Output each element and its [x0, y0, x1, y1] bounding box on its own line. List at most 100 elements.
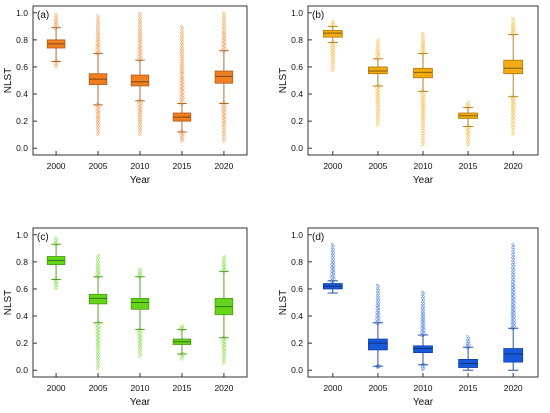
- iqr-box: [368, 66, 388, 75]
- outlier-point: [511, 20, 514, 23]
- outlier-point: [139, 13, 142, 16]
- outlier-point: [138, 14, 141, 18]
- outlier-point: [181, 26, 184, 30]
- outlier-point: [466, 338, 469, 342]
- panel-label: (c): [37, 232, 49, 243]
- y-tick-label: 0.2: [16, 116, 28, 126]
- outlier-point: [467, 100, 470, 104]
- outlier-point: [512, 128, 516, 131]
- outlier-point: [139, 128, 142, 131]
- outlier-point: [96, 364, 99, 367]
- outlier-point: [181, 36, 184, 40]
- outlier-point: [180, 25, 183, 28]
- x-tick-label: 2015: [459, 383, 478, 393]
- box-2015: [458, 100, 478, 147]
- outlier-point: [332, 247, 335, 251]
- outlier-point: [330, 249, 334, 253]
- box-2000: [46, 12, 66, 69]
- outlier-point: [421, 144, 424, 147]
- outlier-point: [138, 130, 141, 133]
- box-2015: [458, 335, 478, 371]
- outlier-point: [96, 17, 99, 21]
- outlier-point: [512, 254, 516, 258]
- outlier-point: [96, 14, 99, 17]
- outlier-point: [181, 30, 184, 33]
- outlier-point: [97, 257, 100, 260]
- outlier-point: [138, 355, 141, 358]
- outlier-point: [138, 268, 141, 272]
- outlier-point: [97, 362, 100, 366]
- outlier-point: [511, 243, 514, 246]
- iqr-box: [130, 298, 150, 310]
- outlier-point: [180, 140, 183, 143]
- outlier-point: [223, 360, 226, 363]
- y-tick-label: 0.0: [16, 365, 28, 375]
- outlier-point: [223, 16, 226, 20]
- box-2020: [214, 255, 234, 365]
- y-tick-label: 1.0: [291, 8, 303, 18]
- outlier-point: [222, 140, 225, 143]
- outlier-point: [422, 298, 425, 302]
- outlier-point: [96, 21, 99, 24]
- outlier-point: [511, 133, 514, 136]
- outlier-point: [330, 246, 334, 249]
- outlier-point: [180, 358, 183, 361]
- box-2005: [368, 283, 388, 369]
- y-tick-label: 1.0: [16, 8, 28, 18]
- outlier-point: [422, 295, 425, 298]
- outlier-point: [55, 237, 59, 241]
- outlier-point: [512, 244, 516, 248]
- iqr-box: [322, 29, 343, 38]
- outlier-point: [223, 20, 226, 23]
- y-tick-label: 0.4: [16, 89, 28, 99]
- y-tick-label: 0.8: [16, 35, 28, 45]
- x-axis-label: Year: [130, 397, 151, 408]
- outlier-point: [139, 131, 142, 135]
- y-tick-label: 0.2: [291, 116, 303, 126]
- outlier-point: [223, 138, 226, 141]
- outlier-point: [223, 258, 226, 262]
- x-tick-label: 2010: [414, 161, 433, 171]
- y-tick-label: 0.6: [16, 62, 28, 72]
- chart-panel-1: (b) 0.0 0.2 0.4 0.6 0.8 1.0 NLST Year 2000 2005 201…: [278, 5, 539, 186]
- x-tick-label: 2005: [368, 383, 387, 393]
- outlier-point: [421, 137, 424, 141]
- outlier-point: [179, 325, 183, 329]
- box-2010: [130, 267, 150, 358]
- x-axis-label: Year: [413, 397, 434, 408]
- y-axis-label: NLST: [3, 290, 14, 316]
- outlier-point: [376, 287, 379, 290]
- outlier-point: [222, 358, 225, 362]
- outlier-point: [467, 336, 471, 340]
- outlier-point: [377, 118, 380, 122]
- outlier-point: [222, 256, 225, 260]
- y-axis-label: NLST: [278, 68, 289, 94]
- outlier-point: [180, 38, 183, 42]
- outlier-point: [377, 122, 380, 125]
- box-2010: [413, 290, 433, 372]
- outlier-point: [223, 134, 226, 138]
- outlier-point: [138, 21, 141, 25]
- outlier-point: [332, 244, 335, 248]
- outlier-point: [511, 256, 514, 260]
- box-2005: [368, 38, 388, 127]
- outlier-point: [422, 36, 425, 40]
- y-tick-label: 0.8: [291, 35, 303, 45]
- outlier-point: [181, 324, 184, 327]
- outlier-point: [96, 255, 99, 259]
- outlier-point: [377, 288, 380, 292]
- outlier-point: [422, 33, 425, 37]
- outlier-point: [376, 123, 379, 127]
- outlier-point: [332, 19, 335, 23]
- y-tick-label: 0.4: [291, 89, 303, 99]
- iqr-box: [214, 70, 234, 84]
- outlier-point: [511, 249, 514, 253]
- outlier-point: [180, 35, 183, 38]
- x-tick-label: 2010: [131, 383, 150, 393]
- iqr-box: [503, 59, 524, 75]
- box-2000: [322, 19, 343, 73]
- outlier-point: [512, 248, 516, 251]
- outlier-point: [138, 351, 141, 355]
- x-tick-label: 2020: [504, 383, 523, 393]
- outlier-point: [512, 258, 516, 261]
